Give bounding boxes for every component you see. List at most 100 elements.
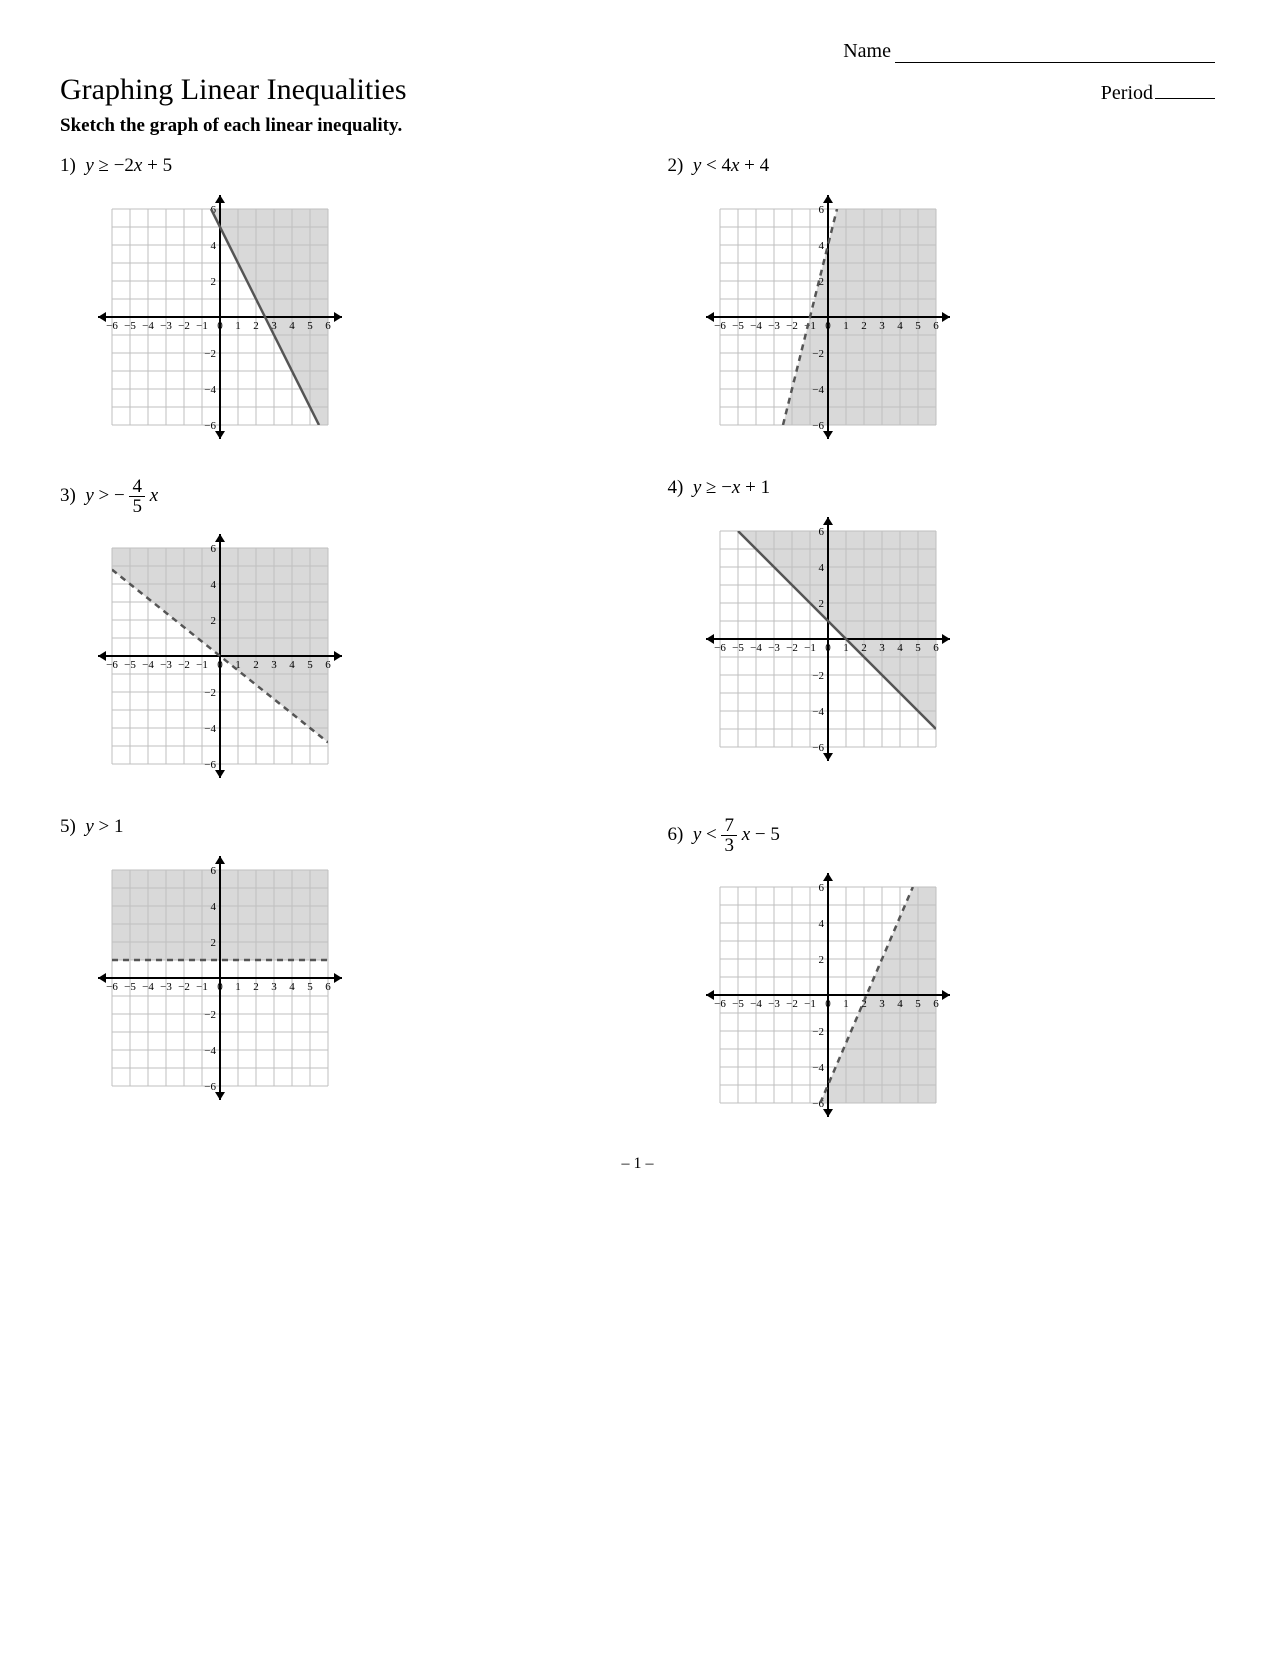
svg-text:−2: −2 xyxy=(786,642,798,654)
svg-text:0: 0 xyxy=(825,998,831,1010)
svg-text:−6: −6 xyxy=(812,742,824,754)
svg-text:6: 6 xyxy=(211,543,217,555)
svg-text:1: 1 xyxy=(235,981,241,993)
svg-text:−1: −1 xyxy=(804,998,816,1010)
problem-4: 4) y ≥ −x + 1−6−5−4−3−2−10123456−6−4−224… xyxy=(668,477,1216,786)
svg-text:−2: −2 xyxy=(204,1009,216,1021)
svg-text:−5: −5 xyxy=(732,642,744,654)
svg-text:6: 6 xyxy=(325,659,331,671)
svg-text:−4: −4 xyxy=(204,384,216,396)
svg-text:−2: −2 xyxy=(786,998,798,1010)
period-label: Period xyxy=(1101,82,1153,104)
svg-text:−6: −6 xyxy=(106,320,118,332)
svg-text:−2: −2 xyxy=(178,320,190,332)
svg-text:0: 0 xyxy=(825,320,831,332)
svg-text:2: 2 xyxy=(211,276,217,288)
svg-text:−2: −2 xyxy=(178,981,190,993)
graph: −6−5−4−3−2−10123456−6−4−2246 xyxy=(698,509,958,769)
svg-text:5: 5 xyxy=(307,659,313,671)
problem-6: 6) y < 73 x − 5−6−5−4−3−2−10123456−6−4−2… xyxy=(668,816,1216,1125)
svg-text:3: 3 xyxy=(879,320,885,332)
svg-text:−6: −6 xyxy=(812,420,824,432)
svg-text:−4: −4 xyxy=(750,320,762,332)
period-field: Period xyxy=(1101,82,1215,105)
svg-text:−5: −5 xyxy=(124,320,136,332)
svg-text:4: 4 xyxy=(211,240,217,252)
svg-text:0: 0 xyxy=(825,642,831,654)
svg-text:2: 2 xyxy=(211,937,217,949)
instruction: Sketch the graph of each linear inequali… xyxy=(60,115,1215,137)
svg-text:−6: −6 xyxy=(714,998,726,1010)
svg-text:6: 6 xyxy=(325,320,331,332)
graph: −6−5−4−3−2−10123456−6−4−2246 xyxy=(90,848,350,1108)
worksheet-title: Graphing Linear Inequalities xyxy=(60,73,407,107)
problem-label: 6) y < 73 x − 5 xyxy=(668,816,1216,855)
svg-text:−4: −4 xyxy=(812,706,824,718)
svg-text:−3: −3 xyxy=(160,981,172,993)
svg-text:−4: −4 xyxy=(204,1045,216,1057)
svg-text:4: 4 xyxy=(289,320,295,332)
svg-text:2: 2 xyxy=(253,981,259,993)
svg-text:−6: −6 xyxy=(204,420,216,432)
problem-label: 4) y ≥ −x + 1 xyxy=(668,477,1216,499)
svg-text:2: 2 xyxy=(211,615,217,627)
svg-text:−3: −3 xyxy=(768,320,780,332)
problem-3: 3) y > − 45 x−6−5−4−3−2−10123456−6−4−224… xyxy=(60,477,608,786)
svg-text:3: 3 xyxy=(879,642,885,654)
problem-label: 3) y > − 45 x xyxy=(60,477,608,516)
problem-2: 2) y < 4x + 4−6−5−4−3−2−10123456−6−4−224… xyxy=(668,155,1216,447)
problem-label: 1) y ≥ −2x + 5 xyxy=(60,155,608,177)
svg-text:4: 4 xyxy=(289,659,295,671)
svg-text:−4: −4 xyxy=(750,998,762,1010)
name-label: Name xyxy=(843,40,891,63)
graph: −6−5−4−3−2−10123456−6−4−2246 xyxy=(90,187,350,447)
svg-text:−3: −3 xyxy=(160,320,172,332)
svg-text:−5: −5 xyxy=(124,659,136,671)
svg-text:5: 5 xyxy=(307,981,313,993)
svg-text:−1: −1 xyxy=(196,659,208,671)
svg-text:−6: −6 xyxy=(714,320,726,332)
svg-text:−4: −4 xyxy=(750,642,762,654)
problems-grid: 1) y ≥ −2x + 5−6−5−4−3−2−10123456−6−4−22… xyxy=(60,155,1215,1125)
svg-text:2: 2 xyxy=(253,320,259,332)
svg-text:4: 4 xyxy=(289,981,295,993)
svg-text:−1: −1 xyxy=(196,981,208,993)
svg-text:6: 6 xyxy=(818,526,824,538)
svg-text:2: 2 xyxy=(818,598,824,610)
svg-text:−6: −6 xyxy=(204,759,216,771)
svg-text:5: 5 xyxy=(307,320,313,332)
problem-label: 2) y < 4x + 4 xyxy=(668,155,1216,177)
problem-5: 5) y > 1−6−5−4−3−2−10123456−6−4−2246 xyxy=(60,816,608,1125)
svg-text:−3: −3 xyxy=(768,642,780,654)
svg-text:1: 1 xyxy=(843,320,849,332)
svg-text:2: 2 xyxy=(861,642,867,654)
svg-text:−3: −3 xyxy=(160,659,172,671)
svg-text:−6: −6 xyxy=(204,1081,216,1093)
svg-text:−4: −4 xyxy=(204,723,216,735)
svg-text:−6: −6 xyxy=(106,981,118,993)
svg-text:0: 0 xyxy=(217,981,223,993)
svg-text:0: 0 xyxy=(217,320,223,332)
svg-text:4: 4 xyxy=(211,579,217,591)
svg-text:−6: −6 xyxy=(714,642,726,654)
svg-text:3: 3 xyxy=(271,981,277,993)
svg-text:5: 5 xyxy=(915,320,921,332)
svg-text:4: 4 xyxy=(818,240,824,252)
svg-text:−2: −2 xyxy=(204,348,216,360)
svg-text:−4: −4 xyxy=(142,981,154,993)
svg-text:6: 6 xyxy=(211,865,217,877)
svg-text:6: 6 xyxy=(818,882,824,894)
svg-text:4: 4 xyxy=(818,918,824,930)
svg-text:6: 6 xyxy=(933,642,939,654)
svg-text:−2: −2 xyxy=(812,348,824,360)
svg-text:6: 6 xyxy=(325,981,331,993)
svg-text:1: 1 xyxy=(235,320,241,332)
svg-text:5: 5 xyxy=(915,998,921,1010)
svg-text:6: 6 xyxy=(933,998,939,1010)
svg-text:6: 6 xyxy=(933,320,939,332)
svg-text:−1: −1 xyxy=(804,642,816,654)
svg-text:2: 2 xyxy=(861,320,867,332)
svg-text:−2: −2 xyxy=(178,659,190,671)
svg-text:−2: −2 xyxy=(786,320,798,332)
svg-text:−4: −4 xyxy=(812,1062,824,1074)
